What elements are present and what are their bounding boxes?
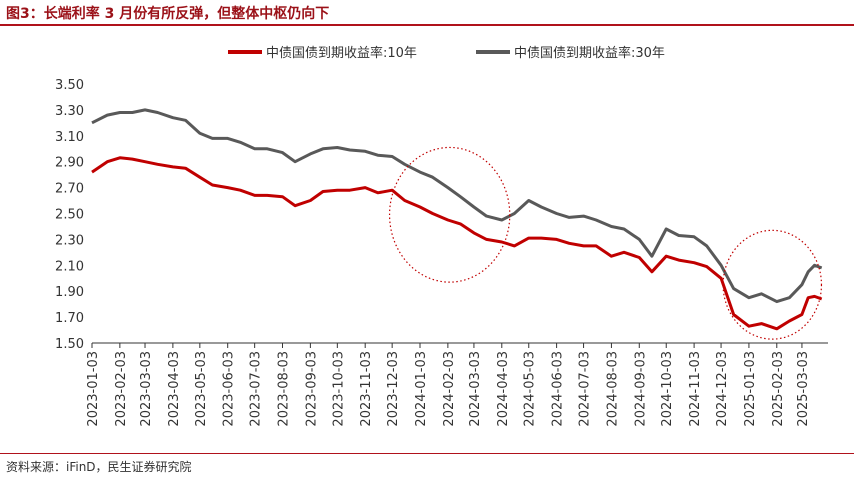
y-tick-label: 1.50	[55, 337, 84, 352]
x-tick-label: 2023-06-03	[222, 351, 237, 427]
x-tick-label: 2025-02-03	[771, 351, 786, 427]
y-tick-label: 2.10	[55, 259, 84, 274]
x-tick-label: 2023-11-03	[359, 351, 374, 427]
series-layer	[91, 108, 823, 331]
y-tick-label: 1.90	[55, 285, 84, 300]
highlight-circle-2	[722, 229, 823, 340]
source-note: 资料来源：iFinD，民生证券研究院	[6, 460, 192, 474]
y-tick-label: 3.30	[55, 104, 84, 119]
legend-label-10y: 中债国债到期收益率:10年	[266, 45, 417, 61]
x-tick-label: 2023-05-03	[194, 351, 209, 427]
x-tick-label: 2023-12-03	[386, 351, 401, 427]
highlight-circle-1	[388, 146, 511, 283]
y-axis: 3.50 3.30 3.10 2.90 2.70 2.50 2.30 2.10 1.90 1.70…	[55, 78, 84, 352]
x-tick-label: 2024-01-03	[414, 351, 429, 427]
title-bar: 图3：长端利率 3 月份有所反弹，但整体中枢仍向下	[0, 0, 854, 26]
x-tick-label: 2024-05-03	[523, 351, 538, 427]
series-line-30y	[91, 108, 823, 304]
x-tick-label: 2023-01-03	[86, 351, 101, 427]
y-tick-label: 2.90	[55, 156, 84, 171]
x-tick-label: 2024-08-03	[605, 351, 620, 427]
legend-label-30y: 中债国债到期收益率:30年	[514, 45, 665, 61]
y-tick-label: 2.50	[55, 208, 84, 223]
x-tick-label: 2023-04-03	[167, 351, 182, 427]
x-tick-label: 2024-06-03	[551, 351, 566, 427]
x-axis: 2023-01-03 2023-02-03 2023-03-03 2023-04-03…	[86, 342, 828, 427]
y-tick-label: 1.70	[55, 311, 84, 326]
x-tick-label: 2023-02-03	[114, 351, 129, 427]
x-tick-label: 2023-03-03	[139, 351, 154, 427]
y-tick-label: 3.10	[55, 130, 84, 145]
x-tick-label: 2023-10-03	[331, 351, 346, 427]
x-tick-label: 2024-10-03	[660, 351, 675, 427]
x-tick-label: 2024-12-03	[715, 351, 730, 427]
x-tick-label: 2023-07-03	[249, 351, 264, 427]
x-tick-label: 2024-04-03	[496, 351, 511, 427]
x-tick-label: 2024-03-03	[468, 351, 483, 427]
x-tick-label: 2024-02-03	[442, 351, 457, 427]
footer-divider	[0, 453, 854, 454]
x-tick-label: 2023-08-03	[277, 351, 292, 427]
x-tick-label: 2024-07-03	[578, 351, 593, 427]
y-tick-label: 2.30	[55, 233, 84, 248]
figure-title: 图3：长端利率 3 月份有所反弹，但整体中枢仍向下	[6, 6, 330, 22]
x-tick-label: 2024-09-03	[633, 351, 648, 427]
y-tick-label: 2.70	[55, 182, 84, 197]
x-tick-label: 2023-09-03	[304, 351, 319, 427]
series-line-10y	[91, 156, 823, 331]
y-tick-label: 3.50	[55, 78, 84, 93]
x-tick-label: 2025-03-03	[796, 351, 811, 427]
yield-line-chart: 中债国债到期收益率:10年 中债国债到期收益率:30年 3.50 3.30 3.10…	[55, 45, 828, 427]
chart-legend: 中债国债到期收益率:10年 中债国债到期收益率:30年	[228, 45, 665, 61]
annotation-layer	[388, 146, 823, 340]
x-tick-label: 2024-11-03	[688, 351, 703, 427]
x-tick-label: 2025-01-03	[743, 351, 758, 427]
